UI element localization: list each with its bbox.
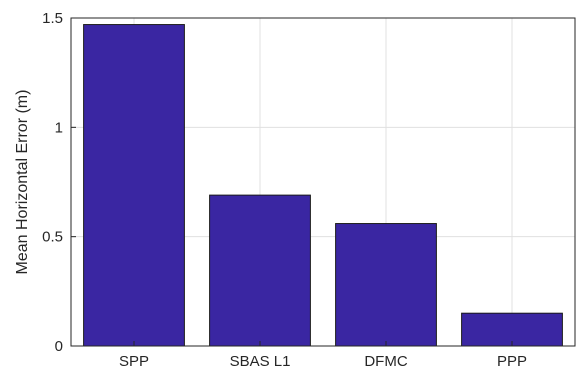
bar-spp [83,24,185,347]
bar-sbas-l1 [209,194,311,347]
y-tick-label: 0.5 [42,229,63,246]
bar-dfmc [335,223,437,347]
plot-frame [70,17,576,347]
y-tick-label: 0 [55,338,63,355]
x-tick-label: SPP [119,353,149,370]
x-tick-label: SBAS L1 [230,353,291,370]
y-tick-label: 1.5 [42,10,63,27]
bar-ppp [461,312,563,347]
y-axis-ticks: 0 0.5 1 1.5 [42,10,76,355]
x-tick-label: PPP [497,353,527,370]
x-tick-label: DFMC [364,353,407,370]
x-axis-ticks: SPP SBAS L1 DFMC PPP [119,341,527,370]
y-axis-label: Mean Horizontal Error (m) [14,90,31,275]
y-tick-label: 1 [55,119,63,136]
bars-group [83,24,563,347]
